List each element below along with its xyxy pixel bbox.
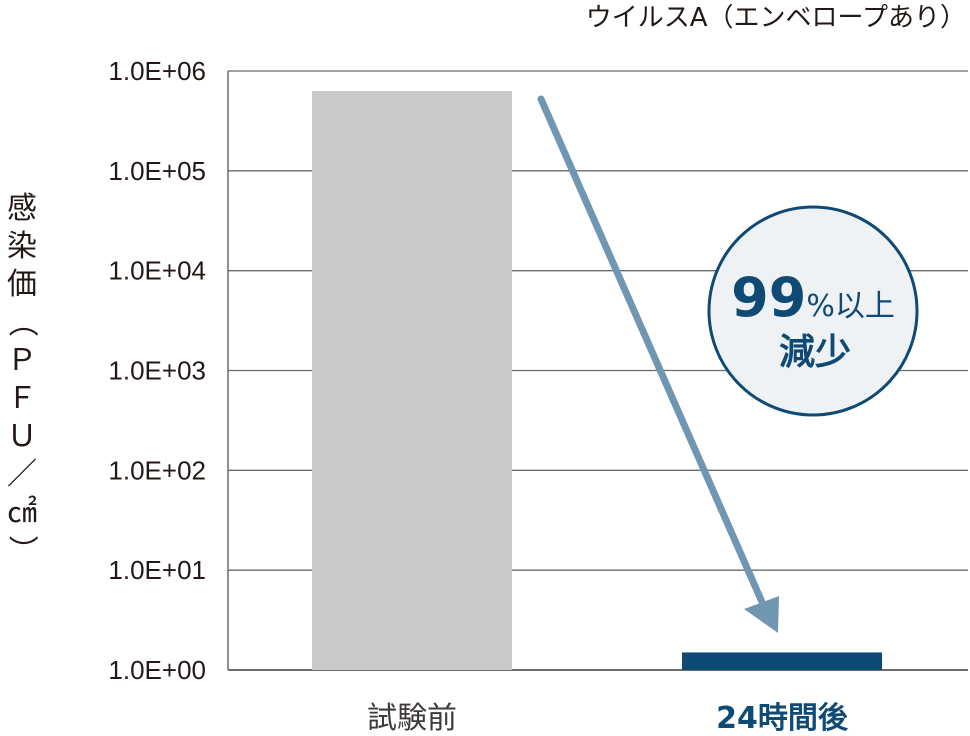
reduction-badge: 99%以上 減少 [707, 205, 919, 417]
y-tick-label-3: 1.0E+03 [108, 356, 206, 386]
reduction-badge-text: 99%以上 [731, 266, 895, 329]
bars [312, 91, 882, 671]
bar-0 [312, 91, 512, 671]
y-axis-label-char-2: 価 [7, 267, 37, 302]
y-tick-label-5: 1.0E+05 [108, 156, 206, 186]
y-tick-label-6: 1.0E+06 [108, 56, 206, 86]
y-axis-label: 感染価 （ ＰＦＵ／㎠ ） [4, 191, 39, 565]
reduction-badge-suffix: %以上 [806, 289, 895, 324]
bar-1 [682, 652, 882, 670]
x-category-labels: 試験前 24時間後 [367, 701, 849, 736]
y-axis-label-char-1: 染 [7, 229, 37, 264]
y-axis-label-char-5: Ｆ [7, 381, 37, 416]
y-tick-label-4: 1.0E+04 [108, 256, 206, 286]
reduction-badge-line2: 減少 [779, 332, 851, 373]
y-tick-labels: 1.0E+00 1.0E+01 1.0E+02 1.0E+03 1.0E+04 1.0E+… [108, 56, 206, 685]
reduction-arrow [537, 95, 779, 633]
reduction-arrow-line [537, 95, 766, 606]
y-axis-label-char-4: Ｐ [7, 343, 37, 378]
reduction-arrow-head [744, 596, 779, 633]
y-tick-label-0: 1.0E+00 [108, 655, 206, 685]
reduction-badge-circle [707, 205, 919, 417]
x-category-label-0: 試験前 [367, 701, 457, 736]
y-tick-label-1: 1.0E+01 [108, 555, 206, 585]
y-tick-label-2: 1.0E+02 [108, 455, 206, 485]
y-axis-label-char-7: ／ [7, 457, 37, 492]
y-axis-label-char-6: Ｕ [7, 419, 37, 454]
y-axis-label-char-3: （ [4, 307, 39, 337]
chart-subtitle: ウイルスA（エンベロープあり） [586, 3, 966, 33]
y-axis-label-char-9: ） [4, 535, 39, 565]
y-axis-label-char-0: 感 [7, 191, 37, 226]
y-axis-label-char-8: ㎠ [7, 495, 37, 530]
reduction-badge-number: 99 [731, 266, 806, 329]
x-category-label-1: 24時間後 [716, 701, 849, 736]
